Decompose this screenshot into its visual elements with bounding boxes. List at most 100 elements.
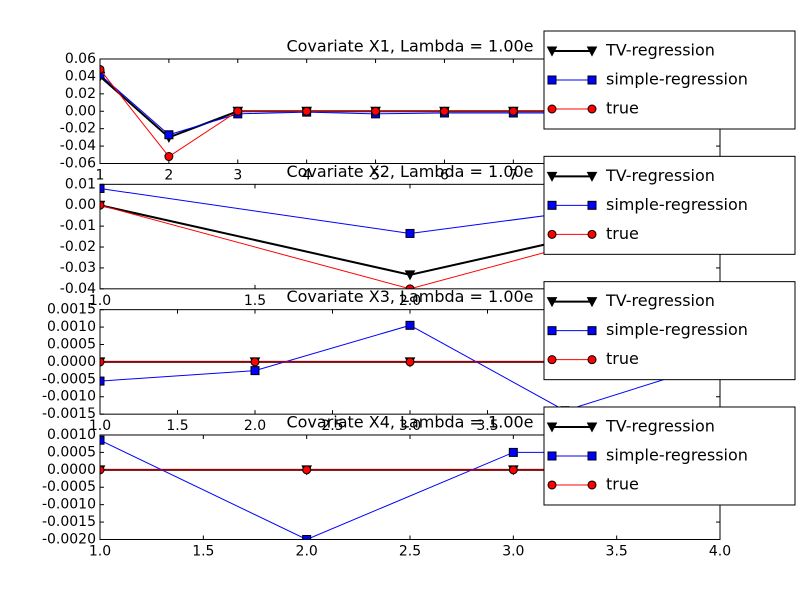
marker: [586, 297, 598, 308]
marker: [250, 366, 260, 376]
x-tick-label: 2.0: [296, 543, 318, 559]
y-tick-label: -0.06: [60, 156, 96, 172]
marker: [100, 376, 105, 386]
marker: [405, 228, 415, 238]
marker: [233, 106, 243, 116]
chart-title: Covariate X3, Lambda = 1.00e: [286, 287, 533, 306]
marker: [100, 184, 105, 194]
legend-label: simple-regression: [606, 70, 748, 89]
marker: [546, 422, 558, 433]
subplot: 0.060.040.020.00-0.02-0.04-0.06123456789…: [60, 30, 796, 184]
y-tick-label: 0.0005: [47, 444, 96, 460]
marker: [587, 355, 597, 365]
marker: [547, 355, 557, 365]
legend-label: TV-regression: [605, 416, 715, 435]
y-tick-label: 0.01: [65, 176, 96, 192]
y-tick-label: 0.04: [65, 68, 96, 84]
marker: [587, 480, 597, 490]
legend-label: true: [606, 99, 639, 118]
y-tick-label: -0.04: [60, 138, 96, 154]
legend-label: TV-regression: [605, 41, 715, 60]
legend-label: simple-regression: [606, 195, 748, 214]
y-tick-label: 0.00: [65, 197, 96, 213]
subplot: 0.00100.00050.0000-0.0005-0.0010-0.0015-…: [42, 406, 796, 559]
y-tick-label: 0.0000: [47, 354, 96, 370]
y-tick-label: -0.02: [60, 239, 96, 255]
y-tick-label: 0.02: [65, 86, 96, 102]
legend: TV-regression simple-regression true: [543, 30, 796, 130]
legend-label: true: [606, 224, 639, 243]
y-tick-label: 0.0000: [47, 462, 96, 478]
x-tick-label: 1.5: [166, 418, 188, 434]
subplot: 0.010.00-0.01-0.02-0.03-0.041.01.52.02.5…: [60, 155, 796, 309]
marker: [164, 152, 174, 162]
y-tick-label: 0.0010: [47, 319, 96, 335]
marker: [404, 270, 416, 281]
x-tick-label: 3: [233, 168, 242, 184]
marker: [100, 64, 105, 74]
y-tick-label: -0.0005: [42, 371, 96, 387]
marker: [546, 171, 558, 182]
marker: [405, 320, 415, 330]
y-tick-label: 0.0015: [47, 302, 96, 318]
x-tick-label: 2.0: [399, 293, 421, 309]
x-tick-label: 7: [509, 168, 518, 184]
marker: [587, 104, 597, 114]
legend-label: TV-regression: [605, 166, 715, 185]
x-tick-label: 6: [440, 168, 449, 184]
marker: [547, 200, 557, 210]
y-tick-label: 0.0010: [47, 427, 96, 443]
x-tick-label: 3.0: [502, 543, 524, 559]
y-tick-label: -0.0015: [42, 406, 96, 422]
marker: [100, 200, 105, 210]
y-tick-label: 0.06: [65, 51, 96, 67]
marker: [547, 104, 557, 114]
y-tick-label: -0.0010: [42, 497, 96, 513]
marker: [547, 451, 557, 461]
y-tick-label: -0.03: [60, 260, 96, 276]
marker: [587, 75, 597, 85]
marker: [586, 46, 598, 57]
x-tick-label: 1.0: [89, 543, 111, 559]
marker: [371, 106, 381, 116]
legend-label: simple-regression: [606, 320, 748, 339]
marker: [547, 229, 557, 239]
marker: [405, 357, 415, 367]
marker: [547, 480, 557, 490]
marker: [508, 106, 518, 116]
legend: TV-regression simple-regression true: [543, 281, 796, 381]
legend-label: true: [606, 349, 639, 368]
y-tick-label: -0.04: [60, 281, 96, 297]
marker: [587, 326, 597, 336]
marker: [100, 357, 105, 367]
x-tick-label: 1.5: [244, 293, 266, 309]
chart-title: Covariate X2, Lambda = 1.00e: [286, 162, 533, 181]
x-tick-label: 3.5: [606, 543, 628, 559]
y-tick-label: -0.0015: [42, 514, 96, 530]
y-tick-label: -0.02: [60, 121, 96, 137]
y-tick-label: -0.01: [60, 218, 96, 234]
y-tick-label: -0.0010: [42, 389, 96, 405]
y-tick-label: -0.0005: [42, 479, 96, 495]
marker: [302, 534, 312, 540]
marker: [302, 465, 312, 475]
marker: [508, 447, 518, 457]
legend-label: simple-regression: [606, 445, 748, 464]
marker: [547, 326, 557, 336]
marker: [587, 200, 597, 210]
x-tick-label: 1: [96, 168, 105, 184]
x-tick-label: 2: [164, 168, 173, 184]
marker: [546, 297, 558, 308]
x-tick-label: 3.0: [399, 418, 421, 434]
x-tick-label: 5: [371, 168, 380, 184]
marker: [546, 46, 558, 57]
x-tick-label: 1.0: [89, 293, 111, 309]
x-tick-label: 2.0: [244, 418, 266, 434]
subplot: 0.00150.00100.00050.0000-0.0005-0.0010-0…: [42, 281, 796, 434]
legend-label: true: [606, 474, 639, 493]
chart-title: Covariate X4, Lambda = 1.00e: [286, 412, 533, 431]
marker: [587, 451, 597, 461]
x-tick-label: 4.0: [709, 543, 731, 559]
marker: [586, 422, 598, 433]
marker: [587, 229, 597, 239]
